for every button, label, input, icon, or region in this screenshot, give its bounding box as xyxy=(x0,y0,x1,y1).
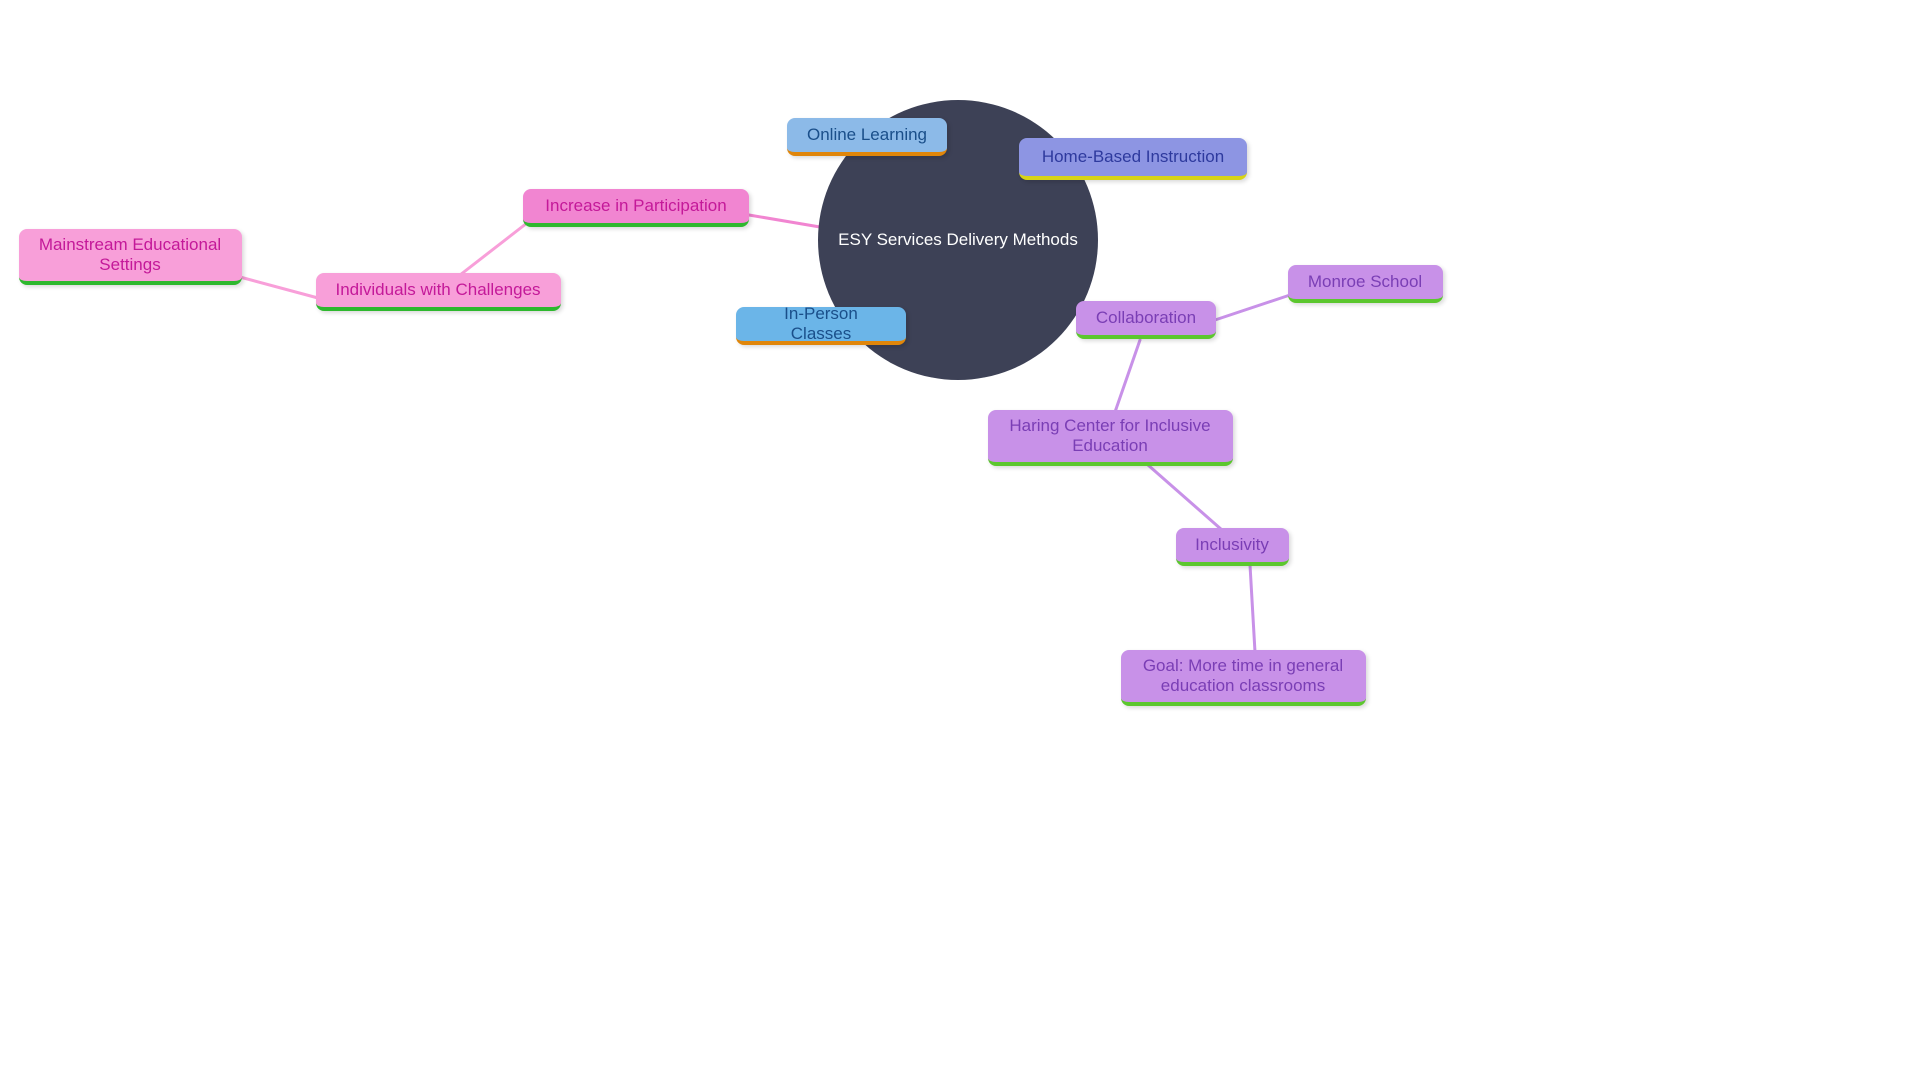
node-inperson: In-Person Classes xyxy=(736,307,906,345)
node-label: Monroe School xyxy=(1308,272,1422,292)
node-label: Increase in Participation xyxy=(545,196,726,216)
node-label: Online Learning xyxy=(807,125,927,145)
edge-line xyxy=(1250,565,1255,652)
edge-line xyxy=(1115,340,1140,412)
node-label: Haring Center for Inclusive Education xyxy=(1004,416,1217,456)
node-online: Online Learning xyxy=(787,118,947,156)
edge-line xyxy=(1215,295,1290,320)
node-home: Home-Based Instruction xyxy=(1019,138,1247,180)
node-goal: Goal: More time in general education cla… xyxy=(1121,650,1366,706)
node-label: In-Person Classes xyxy=(752,304,890,344)
node-individuals: Individuals with Challenges xyxy=(316,273,561,311)
node-haring: Haring Center for Inclusive Education xyxy=(988,410,1233,466)
edge-line xyxy=(240,277,318,298)
node-label: Inclusivity xyxy=(1195,535,1269,555)
node-collab: Collaboration xyxy=(1076,301,1216,339)
edge-line xyxy=(749,215,820,227)
node-inclusivity: Inclusivity xyxy=(1176,528,1289,566)
node-label: Mainstream Educational Settings xyxy=(35,235,226,275)
node-label: Home-Based Instruction xyxy=(1042,147,1224,167)
edge-line xyxy=(460,223,527,275)
node-increase: Increase in Participation xyxy=(523,189,749,227)
node-mainstream: Mainstream Educational Settings xyxy=(19,229,242,285)
node-label: Collaboration xyxy=(1096,308,1196,328)
node-label: Goal: More time in general education cla… xyxy=(1137,656,1350,696)
center-label: ESY Services Delivery Methods xyxy=(838,230,1078,250)
node-monroe: Monroe School xyxy=(1288,265,1443,303)
node-label: Individuals with Challenges xyxy=(335,280,540,300)
edge-line xyxy=(1148,465,1222,530)
